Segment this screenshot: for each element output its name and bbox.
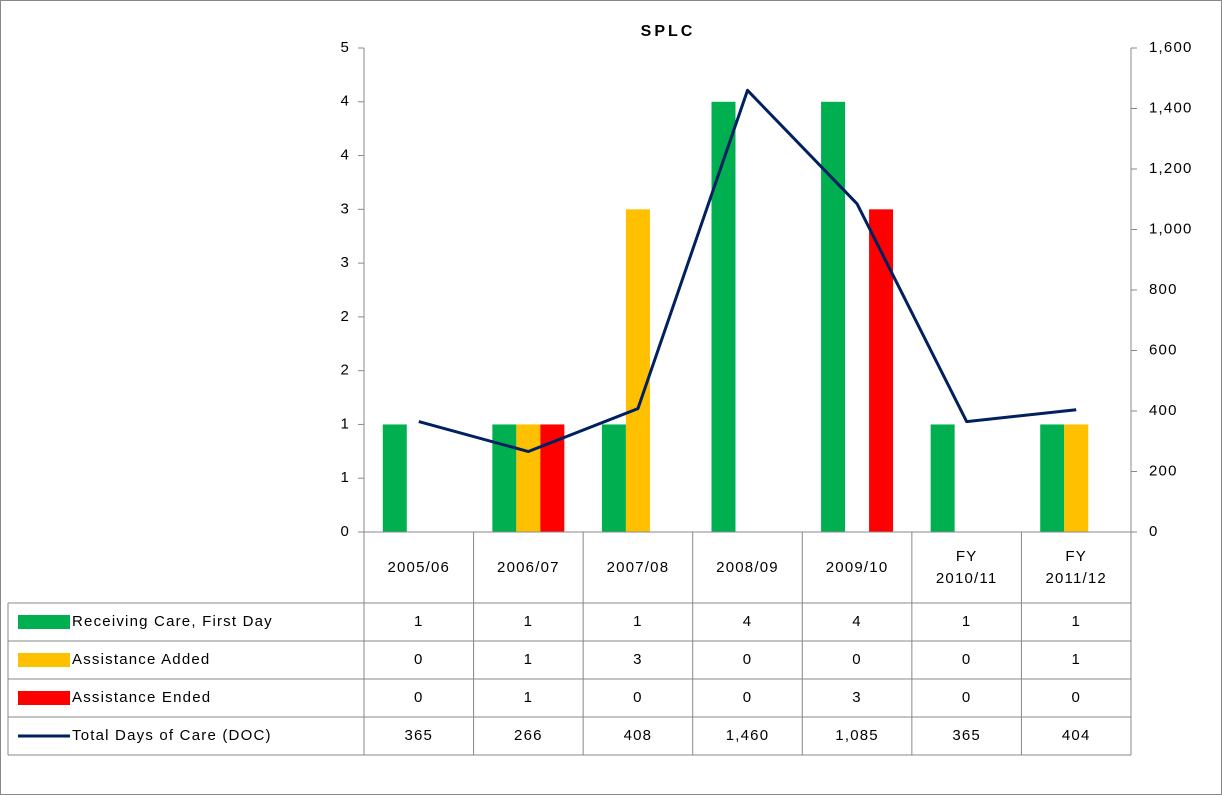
table-value: 0 (414, 689, 424, 706)
table-value: 4 (852, 613, 862, 630)
line (418, 88, 1077, 454)
table-value: 1,085 (835, 727, 879, 744)
table-value: 0 (743, 689, 753, 706)
y2-tick-label: 800 (1149, 281, 1178, 298)
y2-tick-label: 600 (1149, 341, 1178, 358)
bar (516, 424, 541, 532)
x-tick-label: 2008/09 (716, 558, 779, 576)
category-cell: FY 2010/11 (935, 547, 998, 587)
table-value: 0 (414, 651, 424, 668)
bar (492, 424, 517, 532)
bar (711, 101, 736, 533)
y2-tick-label: 1,200 (1149, 160, 1193, 177)
x-tick-label: 2007/08 (606, 558, 670, 576)
category-cell: 2005/06 (387, 558, 451, 576)
table-value: 1 (524, 689, 534, 706)
y-tick-label: 2 (340, 362, 350, 379)
y2-tick-label: 400 (1149, 402, 1178, 419)
table-value: 1 (524, 651, 534, 668)
legend-label: Assistance Ended (72, 689, 211, 706)
table-value: 365 (404, 727, 433, 744)
y-tick-label: 3 (340, 254, 350, 271)
table-value: 266 (514, 727, 543, 744)
category-cell: FY 2011/12 (1045, 547, 1107, 587)
y2-tick-label: 0 (1149, 523, 1159, 540)
x-tick-label: FY 2010/11 (935, 547, 998, 587)
table-value: 1 (962, 613, 972, 630)
chart-title: SPLC (641, 23, 696, 40)
y2-tick-label: 1,000 (1149, 220, 1193, 237)
y-tick-label: 1 (340, 469, 350, 486)
y2-tick-label: 1,600 (1149, 39, 1193, 56)
table-value: 1,460 (726, 727, 770, 744)
category-cell: 2009/10 (825, 558, 889, 576)
table-value: 408 (624, 727, 653, 744)
x-tick-label: 2009/10 (825, 558, 889, 576)
category-cell: 2008/09 (716, 558, 779, 576)
table-value: 404 (1062, 727, 1091, 744)
table-value: 0 (962, 689, 972, 706)
table-value: 3 (852, 689, 862, 706)
table-value: 1 (1071, 613, 1081, 630)
bar (1064, 424, 1089, 532)
bar (382, 424, 407, 532)
table-value: 1 (414, 613, 424, 630)
y2-tick-label: 1,400 (1149, 99, 1193, 116)
bar (869, 209, 894, 533)
table-value: 1 (524, 613, 534, 630)
table-value: 1 (633, 613, 643, 630)
category-cell: 2006/07 (497, 558, 560, 576)
bar (821, 101, 846, 533)
table-value: 1 (1071, 651, 1081, 668)
legend-label: Total Days of Care (DOC) (72, 727, 272, 744)
x-tick-label: 2005/06 (387, 558, 451, 576)
table-value: 0 (852, 651, 862, 668)
y-tick-label: 3 (340, 200, 350, 217)
table-value: 0 (1071, 689, 1081, 706)
legend-key (18, 653, 70, 667)
category-cell: 2007/08 (606, 558, 670, 576)
table-value: 4 (743, 613, 753, 630)
y-tick-label: 4 (340, 93, 350, 110)
bar (1040, 424, 1065, 532)
bar (601, 424, 626, 532)
table-value: 0 (743, 651, 753, 668)
y-tick-label: 0 (340, 523, 350, 540)
x-tick-label: 2006/07 (497, 558, 560, 576)
legend-label: Assistance Added (72, 651, 210, 668)
y-tick-label: 1 (340, 415, 350, 432)
legend-key (18, 615, 70, 629)
table-value: 3 (633, 651, 643, 668)
y-tick-label: 4 (340, 147, 350, 164)
table-value: 0 (962, 651, 972, 668)
y-tick-label: 2 (340, 308, 350, 325)
table-value: 365 (952, 727, 981, 744)
y-tick-label: 5 (340, 39, 350, 56)
y2-tick-label: 200 (1149, 462, 1178, 479)
bar (625, 209, 650, 533)
legend-label: Receiving Care, First Day (72, 613, 273, 630)
x-tick-label: FY 2011/12 (1045, 547, 1107, 587)
bar (930, 424, 955, 532)
table-value: 0 (633, 689, 643, 706)
legend-key (18, 691, 70, 705)
